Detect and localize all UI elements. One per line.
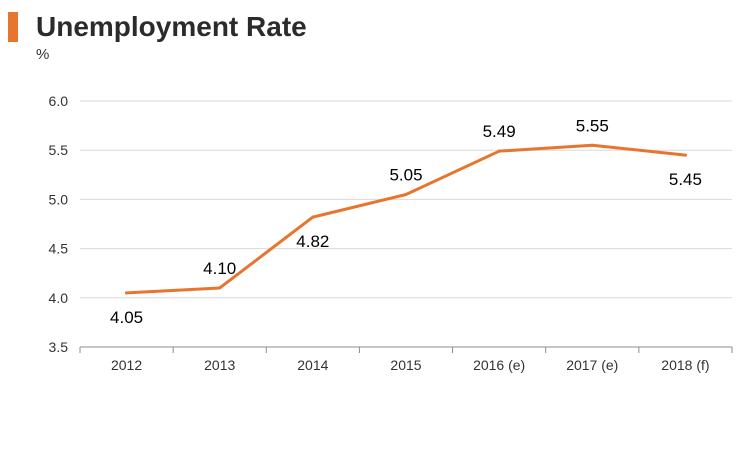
data-labels: 4.05 4.10 4.82 5.05 5.49 5.55 5.45 bbox=[110, 116, 702, 327]
chart-title: Unemployment Rate bbox=[36, 11, 307, 42]
data-point bbox=[404, 192, 408, 196]
y-tick-label: 6.0 bbox=[49, 93, 69, 109]
data-label: 5.05 bbox=[389, 165, 422, 184]
data-point bbox=[497, 149, 501, 153]
y-axis-unit: % bbox=[36, 46, 50, 63]
y-tick-label: 5.5 bbox=[49, 142, 69, 158]
y-tick-label: 5.0 bbox=[49, 191, 69, 207]
x-tick-label: 2018 (f) bbox=[661, 357, 709, 373]
y-axis-tick-labels: 3.5 4.0 4.5 5.0 5.5 6.0 bbox=[49, 93, 69, 355]
y-tick-label: 4.5 bbox=[49, 241, 69, 257]
x-axis: 2012 2013 2014 2015 2016 (e) 2017 (e) 2018 (f) bbox=[79, 346, 733, 373]
x-tick-label: 2014 bbox=[297, 357, 328, 373]
data-point bbox=[683, 153, 687, 157]
x-tick-label: 2012 bbox=[111, 357, 142, 373]
data-label: 5.45 bbox=[669, 170, 702, 189]
data-point bbox=[311, 215, 315, 219]
data-label: 4.10 bbox=[203, 259, 236, 278]
series-line-group bbox=[125, 143, 687, 295]
data-point bbox=[590, 143, 594, 147]
data-label: 4.05 bbox=[110, 308, 143, 327]
y-tick-label: 4.0 bbox=[49, 290, 69, 306]
title-accent-bar bbox=[8, 12, 18, 42]
x-tick-label: 2016 (e) bbox=[473, 357, 525, 373]
y-tick-label: 3.5 bbox=[49, 339, 69, 355]
data-point bbox=[218, 286, 222, 290]
x-tick-label: 2017 (e) bbox=[566, 357, 618, 373]
data-label: 4.82 bbox=[296, 232, 329, 251]
data-label: 5.55 bbox=[576, 116, 609, 135]
x-tick-label: 2015 bbox=[390, 357, 421, 373]
x-tick-label: 2013 bbox=[204, 357, 235, 373]
data-label: 5.49 bbox=[483, 122, 516, 141]
gridlines bbox=[80, 100, 732, 299]
data-point bbox=[125, 291, 129, 295]
